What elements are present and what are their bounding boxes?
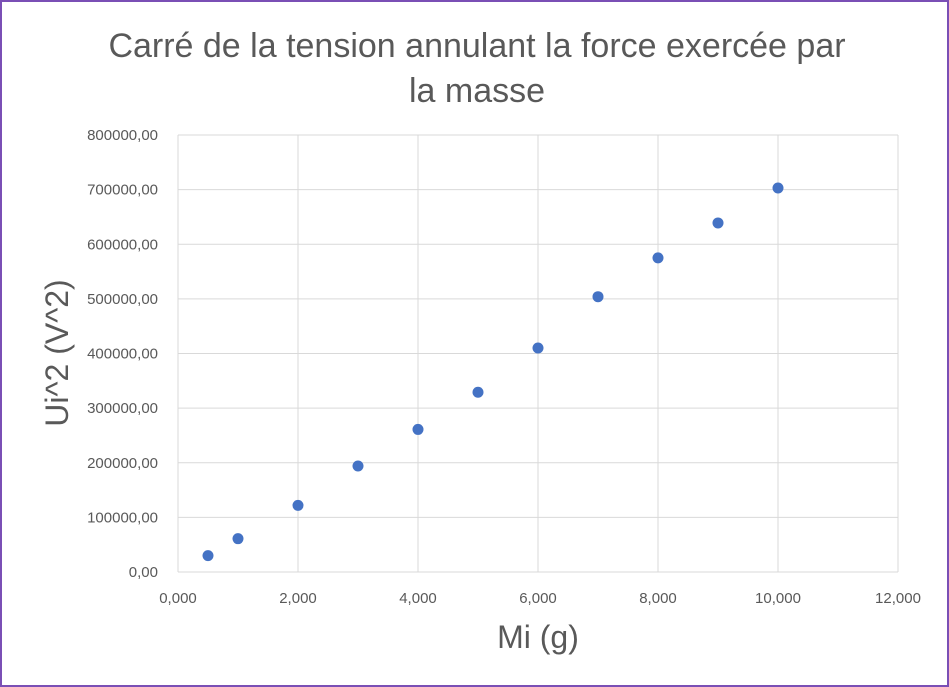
chart-title-line-1: Carré de la tension annulant la force ex…	[108, 27, 846, 65]
data-point	[772, 182, 784, 194]
chart-title: Carré de la tension annulant la force ex…	[62, 24, 892, 114]
data-point	[472, 386, 484, 398]
y-tick-label: 500000,00	[87, 291, 158, 308]
x-tick-label: 6,000	[519, 590, 557, 607]
y-tick-label: 200000,00	[87, 455, 158, 472]
data-point	[532, 342, 544, 354]
x-axis-tick-labels: 0,000 2,000 4,000 6,000 8,000 10,000 12,000	[159, 590, 921, 607]
x-tick-label: 12,000	[875, 590, 921, 607]
y-tick-label: 0,00	[129, 564, 158, 581]
data-points	[202, 182, 784, 562]
x-tick-label: 4,000	[399, 590, 437, 607]
y-axis-tick-labels: 0,00 100000,00 200000,00 300000,00 400000,00…	[87, 127, 158, 581]
y-tick-label: 300000,00	[87, 400, 158, 417]
data-point	[292, 499, 304, 511]
data-point	[592, 291, 604, 303]
x-tick-label: 2,000	[279, 590, 317, 607]
y-tick-label: 400000,00	[87, 346, 158, 363]
x-tick-label: 10,000	[755, 590, 801, 607]
y-tick-label: 700000,00	[87, 182, 158, 199]
y-tick-label: 800000,00	[87, 127, 158, 144]
data-point	[412, 423, 424, 435]
y-tick-label: 100000,00	[87, 509, 158, 526]
y-tick-label: 600000,00	[87, 236, 158, 253]
x-tick-label: 0,000	[159, 590, 197, 607]
chart-title-line-2: la masse	[408, 72, 546, 110]
x-axis-label: Mi (g)	[497, 619, 579, 655]
data-point	[202, 550, 214, 562]
data-point	[232, 533, 244, 545]
y-axis-label: Ui^2 (V^2)	[39, 279, 75, 426]
data-point	[712, 217, 724, 229]
data-point	[652, 252, 664, 264]
data-point	[352, 460, 364, 472]
x-tick-label: 8,000	[639, 590, 677, 607]
